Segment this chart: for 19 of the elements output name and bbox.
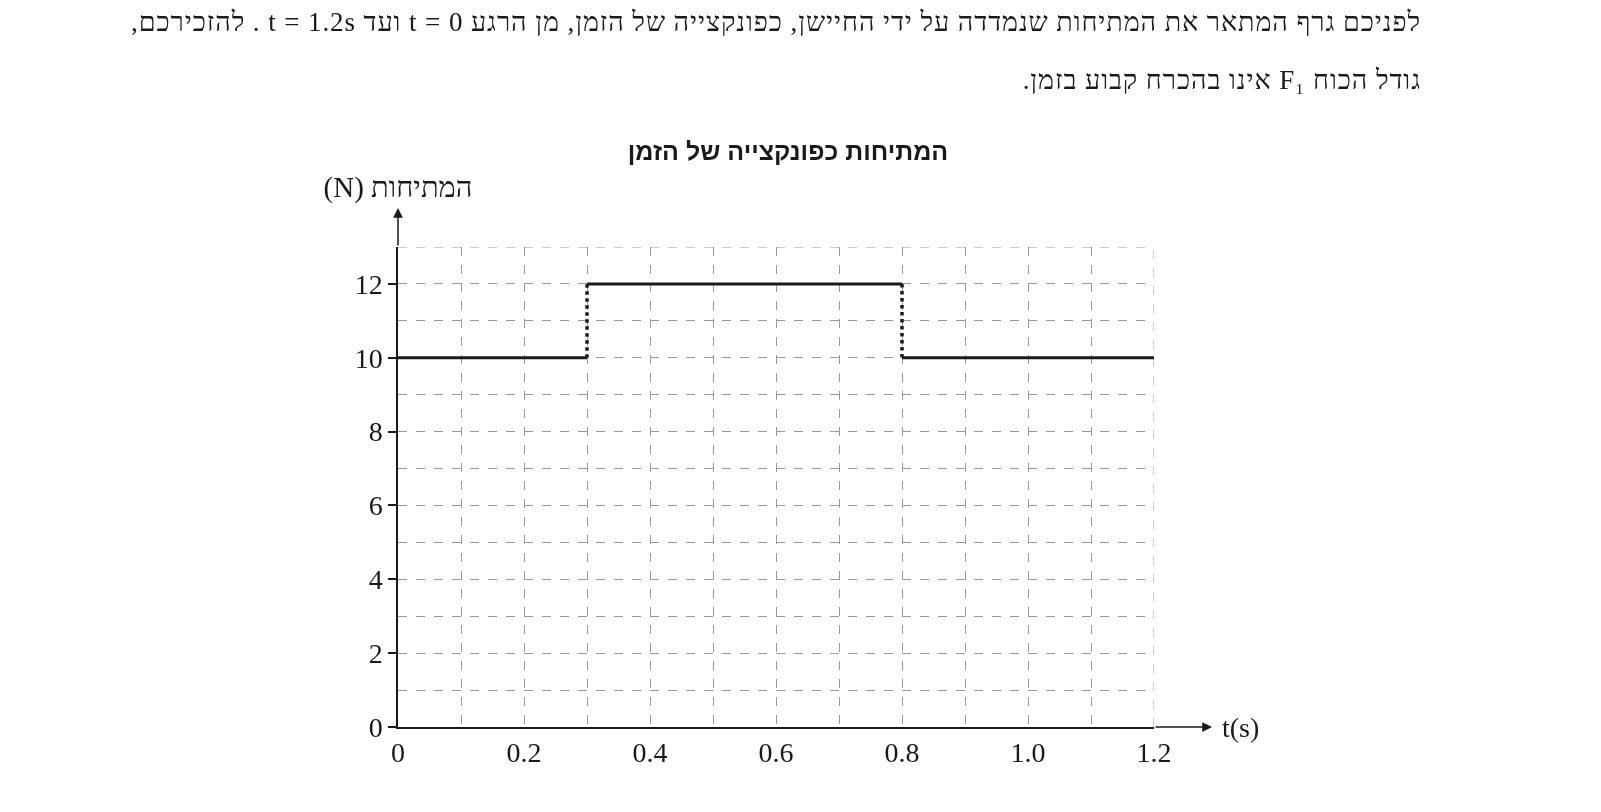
x-tick-label: 0.4 — [632, 737, 668, 769]
x-tick-label: 1.2 — [1136, 737, 1172, 769]
y-tick-label: 6 — [368, 490, 383, 522]
text: לפניכם גרף המתאר את המתיחות שנמדדה על ידי החיישן, כפונקצייה של הזמן, מן הרגע t = 0 ועד t = 1.2s . להזכירכם, — [131, 6, 1421, 38]
y-axis-title: המתיחות (N) — [323, 170, 473, 204]
x-tick-label: 0.6 — [758, 737, 794, 769]
chart-title: המתיחות כפונקצייה של הזמן — [627, 136, 949, 165]
y-tick-label: 12 — [354, 268, 383, 300]
x-tick-label: 1.0 — [1010, 737, 1046, 769]
y-tick-label: 10 — [354, 342, 383, 374]
y-tick-label: 4 — [368, 564, 383, 596]
y-tick-label: 0 — [368, 711, 383, 743]
x-tick-label: 0 — [391, 737, 405, 769]
x-axis-title: t(s) — [1222, 712, 1260, 743]
x-tick-label: 0.2 — [506, 737, 542, 769]
x-tick-label: 0.8 — [884, 737, 920, 769]
y-tick-label: 8 — [368, 416, 383, 448]
y-tick-label: 2 — [368, 637, 383, 669]
text: גודל הכוח F₁ אינו בהכרח קבוע בזמן. — [1022, 64, 1421, 96]
